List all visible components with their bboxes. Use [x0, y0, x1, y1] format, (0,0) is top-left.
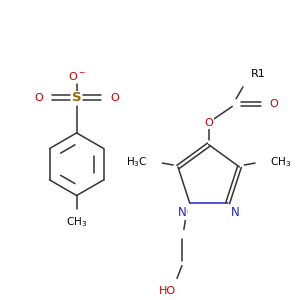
Text: H$_3$C: H$_3$C	[126, 155, 148, 169]
Text: N: N	[231, 206, 239, 219]
Text: CH$_3$: CH$_3$	[66, 215, 87, 229]
Text: S: S	[72, 91, 81, 104]
Text: O: O	[204, 118, 213, 128]
Text: R1: R1	[251, 69, 266, 79]
Text: O: O	[269, 99, 278, 109]
Text: O: O	[34, 93, 43, 103]
Text: N: N	[178, 206, 187, 219]
Text: CH$_3$: CH$_3$	[270, 155, 291, 169]
Text: O$^-$: O$^-$	[68, 70, 85, 82]
Text: HO: HO	[159, 286, 176, 296]
Text: O: O	[110, 93, 118, 103]
